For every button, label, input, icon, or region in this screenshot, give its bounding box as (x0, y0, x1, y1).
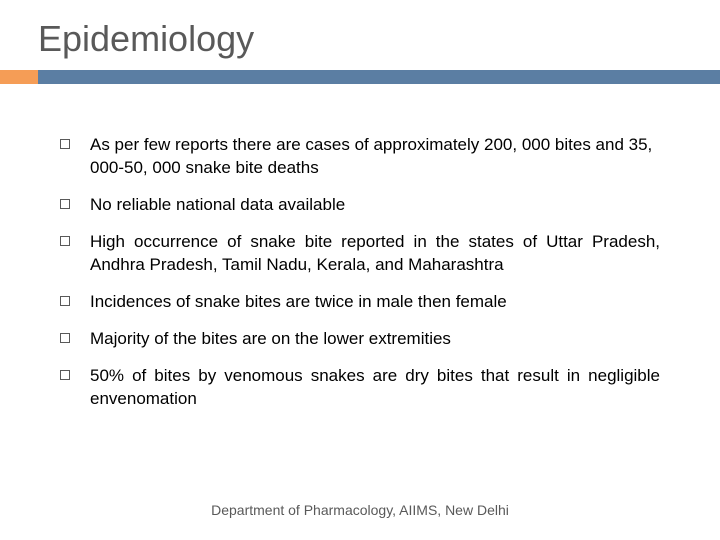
accent-bar-right (38, 70, 720, 84)
list-item: 50% of bites by venomous snakes are dry … (60, 365, 660, 411)
bullet-text: Majority of the bites are on the lower e… (90, 328, 660, 351)
content-area: As per few reports there are cases of ap… (0, 84, 720, 410)
bullet-text: As per few reports there are cases of ap… (90, 134, 660, 180)
bullet-text: 50% of bites by venomous snakes are dry … (90, 365, 660, 411)
bullet-text: No reliable national data available (90, 194, 660, 217)
bullet-square-icon (60, 370, 70, 380)
bullet-text: Incidences of snake bites are twice in m… (90, 291, 660, 314)
list-item: No reliable national data available (60, 194, 660, 217)
slide-title: Epidemiology (0, 0, 720, 70)
list-item: Majority of the bites are on the lower e… (60, 328, 660, 351)
list-item: As per few reports there are cases of ap… (60, 134, 660, 180)
list-item: Incidences of snake bites are twice in m… (60, 291, 660, 314)
footer-text: Department of Pharmacology, AIIMS, New D… (0, 502, 720, 518)
accent-bar (0, 70, 720, 84)
bullet-square-icon (60, 199, 70, 209)
bullet-square-icon (60, 296, 70, 306)
list-item: High occurrence of snake bite reported i… (60, 231, 660, 277)
accent-bar-left (0, 70, 38, 84)
bullet-square-icon (60, 139, 70, 149)
bullet-square-icon (60, 236, 70, 246)
bullet-square-icon (60, 333, 70, 343)
bullet-text: High occurrence of snake bite reported i… (90, 231, 660, 277)
